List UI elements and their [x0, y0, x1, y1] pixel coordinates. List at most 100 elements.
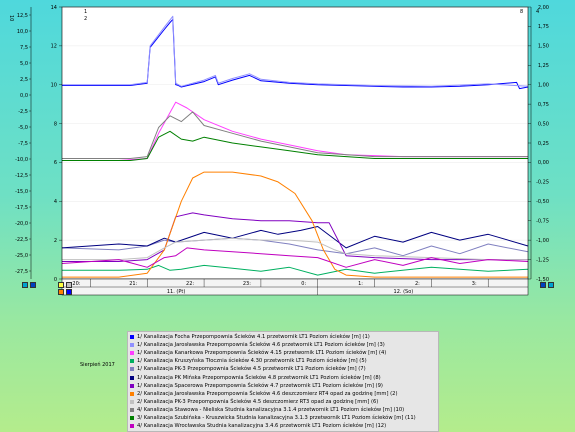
x-day-label: 12. (So) [394, 289, 414, 295]
legend-label: 1/ Kanalizacja Focha Przepompownia Ściek… [137, 334, 370, 341]
legend-item[interactable]: 1/ Kanalizacja PK Mińska Przepompownia Ś… [130, 373, 436, 381]
legend-item[interactable]: 1/ Kanalizacja Jarosławska Przepompownia… [130, 341, 436, 349]
legend-item[interactable]: 4/ Kanalizacja Wrocławska Studnia kanali… [130, 422, 436, 430]
legend-swatch [130, 335, 134, 340]
legend-item[interactable]: 1/ Kanalizacja Kruszyńska Tłocznia ściek… [130, 357, 436, 365]
legend-label: 1/ Kanalizacja Kruszyńska Tłocznia ściek… [137, 358, 367, 365]
legend-swatch [130, 367, 134, 372]
x-tick-label: 3: [472, 281, 477, 287]
y-axis-right: 2,00 1,75 1,50 1,25 1,00 0,75 0,50 0,25 0,00 -0,2… [528, 5, 549, 283]
plot-area [62, 7, 528, 279]
left-scale-button-5[interactable] [58, 289, 64, 295]
y-left-outer-tick-label: -27,5 [15, 269, 28, 275]
series-line-7 [62, 212, 528, 262]
y-left-outer-tick-label: -20,0 [15, 221, 28, 227]
legend-item[interactable]: 4/ Kanalizacja Stawowa - Nieliska Studni… [130, 406, 436, 414]
y-left-inner-tick-label: 12 [51, 44, 57, 50]
legend-swatch [130, 343, 134, 348]
y-left-outer-tick-label: -10,0 [15, 157, 28, 163]
series-line-4 [62, 264, 529, 276]
y-right-tick-label: 1,50 [538, 44, 549, 50]
y-axis-left-outer: 12,5 10,0 7,5 5,0 2,5 0,0 -2,5 -5,0 -7,5 -10,0 -12… [15, 7, 32, 279]
legend-item[interactable]: 1/ Kanalizacja Spacerowa Przepompownia Ś… [130, 382, 436, 390]
series-line-2 [62, 15, 529, 87]
left-scale-button-3[interactable] [58, 282, 64, 288]
y-left-inner-tick-label: 6 [54, 160, 57, 166]
axis-badge-left[interactable]: 10 1 2 [8, 9, 87, 22]
legend-item[interactable]: 1/ Kanalizacja PK-3 Przepompownia Ściekó… [130, 365, 436, 373]
legend-label: 1/ Kanalizacja PK Mińska Przepompownia Ś… [137, 374, 381, 381]
y-left-outer-tick-label: 5,0 [20, 61, 28, 67]
y-right-tick-label: 2,00 [538, 5, 549, 11]
legend-item[interactable]: 1/ Kanalizacja Kanarkowa Przepompownia Ś… [130, 349, 436, 357]
series-line-1 [62, 18, 529, 90]
y-left-outer-tick-label: -22,5 [15, 237, 28, 243]
legend-item[interactable]: 2/ Kanalizacja Jarosławska Przepompownia… [130, 390, 436, 398]
x-tick-label: 21: [129, 281, 137, 287]
series-line-11 [62, 130, 528, 161]
legend-label: 2/ Kanalizacja Jarosławska Przepompownia… [137, 390, 398, 397]
right-scale-button-2[interactable] [548, 282, 554, 288]
y-left-outer-tick-label: 7,5 [20, 45, 28, 51]
y-left-inner-tick-label: 14 [51, 5, 57, 11]
x-axis: 20: 21: 22: 23: 0: 1: 2: 3: 11. (Pt) 12. (So) [61, 278, 529, 296]
legend-item[interactable]: 1/ Kanalizacja Focha Przepompownia Ściek… [130, 333, 436, 341]
period-label: Sierpień 2017 [80, 362, 115, 368]
legend-label: 3/ Kanalizacja Szubińska - Kruszwicka St… [137, 414, 416, 421]
legend-label: 1/ Kanalizacja Jarosławska Przepompownia… [137, 342, 385, 349]
legend-swatch [130, 424, 134, 429]
x-tick-label: 23: [243, 281, 251, 287]
series-line-9 [62, 237, 528, 261]
y-left-outer-tick-label: -17,5 [15, 205, 28, 211]
y-left-inner-tick-label: 8 [54, 121, 57, 127]
y-left-outer-tick-label: -5,0 [18, 125, 28, 131]
y-axis-left-inner: 14 12 10 8 6 4 2 0 [51, 5, 62, 283]
left-scale-button-1[interactable] [22, 282, 28, 288]
legend-label: 1/ Kanalizacja PK-3 Przepompownia Ściekó… [137, 366, 366, 373]
y-right-tick-label: 0,75 [538, 102, 549, 108]
series-line-10 [62, 111, 528, 159]
legend-swatch [130, 383, 134, 388]
series-line-6 [61, 226, 529, 249]
y-right-tick-label: -1,50 [536, 277, 549, 283]
legend-swatch [130, 407, 134, 412]
axis-badge-right-inner: 8 [520, 9, 523, 15]
y-left-outer-tick-label: 2,5 [20, 77, 28, 83]
y-right-tick-label: -0,25 [536, 180, 549, 186]
y-right-tick-label: 0,50 [538, 121, 549, 127]
left-scale-button-4[interactable] [66, 282, 72, 288]
legend-label: 4/ Kanalizacja Stawowa - Nieliska Studni… [137, 406, 405, 413]
legend-swatch [130, 391, 134, 396]
right-scale-button-1[interactable] [540, 282, 546, 288]
axis-badge-right[interactable]: 8 4 [520, 9, 539, 15]
legend: 1/ Kanalizacja Focha Przepompownia Ściek… [127, 331, 439, 432]
y-left-inner-tick-label: 4 [54, 199, 57, 205]
legend-item[interactable]: 3/ Kanalizacja Szubińska - Kruszwicka St… [130, 414, 436, 422]
y-right-tick-label: 0,25 [538, 141, 549, 147]
legend-label: 1/ Kanalizacja Spacerowa Przepompownia Ś… [137, 382, 383, 389]
y-left-outer-tick-label: 12,5 [17, 13, 28, 19]
axis-badge-right-outer: 4 [536, 9, 539, 15]
left-scale-button-6[interactable] [66, 289, 72, 295]
series-line-8 [62, 171, 528, 278]
x-day-label: 11. (Pt) [167, 289, 185, 295]
y-right-tick-label: -1,00 [536, 238, 549, 244]
y-left-outer-tick-label: -12,5 [15, 173, 28, 179]
legend-swatch [130, 415, 134, 420]
legend-swatch [130, 375, 134, 380]
legend-item[interactable]: 2/ Kanalizacja PK-3 Przepompownia Ściekó… [130, 398, 436, 406]
axis-badge-left-outer: 10 [8, 15, 14, 21]
y-left-outer-tick-label: -7,5 [18, 141, 28, 147]
series-line-12 [61, 247, 529, 268]
legend-swatch [130, 359, 134, 364]
y-left-outer-tick-label: 0,0 [20, 93, 28, 99]
legend-label: 1/ Kanalizacja Kanarkowa Przepompownia Ś… [137, 350, 387, 357]
legend-swatch [130, 351, 134, 356]
y-left-inner-tick-label: 10 [51, 83, 57, 89]
x-tick-label: 22: [186, 281, 194, 287]
legend-label: 4/ Kanalizacja Wrocławska Studnia kanali… [137, 423, 387, 430]
series-line-5 [61, 237, 529, 257]
legend-swatch [130, 399, 134, 404]
y-left-inner-tick-label: 2 [54, 238, 57, 244]
left-scale-button-2[interactable] [30, 282, 36, 288]
